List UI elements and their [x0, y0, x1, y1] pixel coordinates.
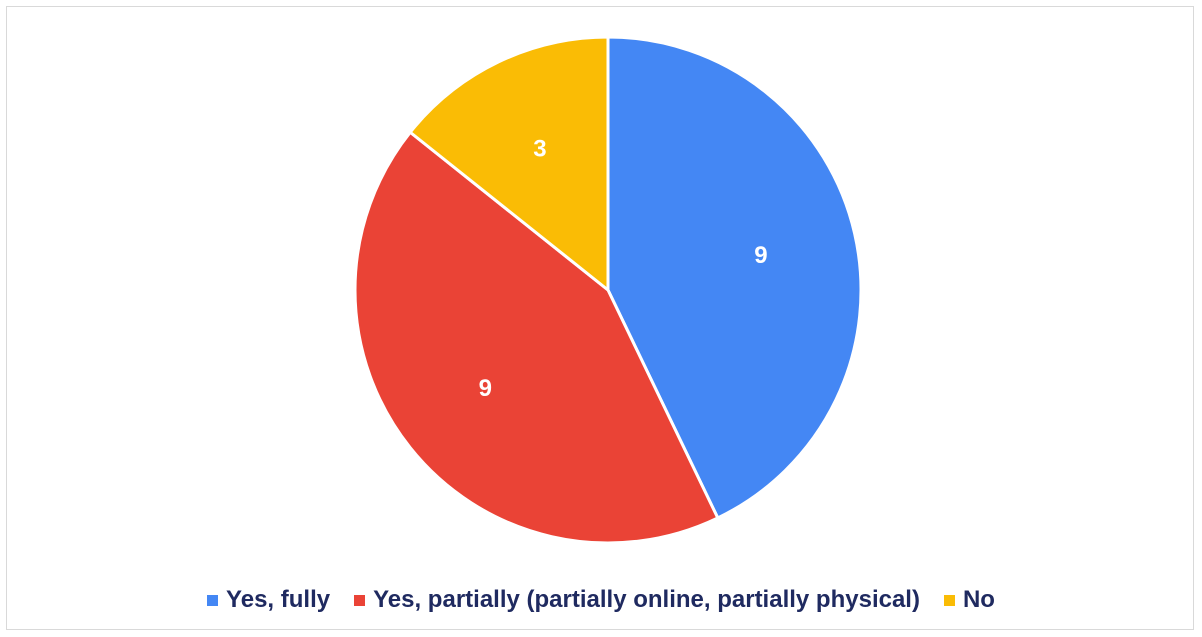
legend-swatch-yes-partially [354, 595, 365, 606]
legend-label-no: No [963, 586, 995, 614]
legend: Yes, fully Yes, partially (partially onl… [0, 580, 1202, 620]
data-label-yes-fully: 9 [754, 242, 767, 269]
legend-item-yes-partially: Yes, partially (partially online, partia… [354, 586, 920, 614]
data-label-yes-partially: 9 [479, 375, 492, 402]
legend-item-no: No [944, 586, 995, 614]
legend-swatch-no [944, 595, 955, 606]
legend-item-yes-fully: Yes, fully [207, 586, 330, 614]
legend-label-yes-fully: Yes, fully [226, 586, 330, 614]
legend-swatch-yes-fully [207, 595, 218, 606]
legend-label-yes-partially: Yes, partially (partially online, partia… [373, 586, 920, 614]
data-label-no: 3 [533, 136, 546, 163]
